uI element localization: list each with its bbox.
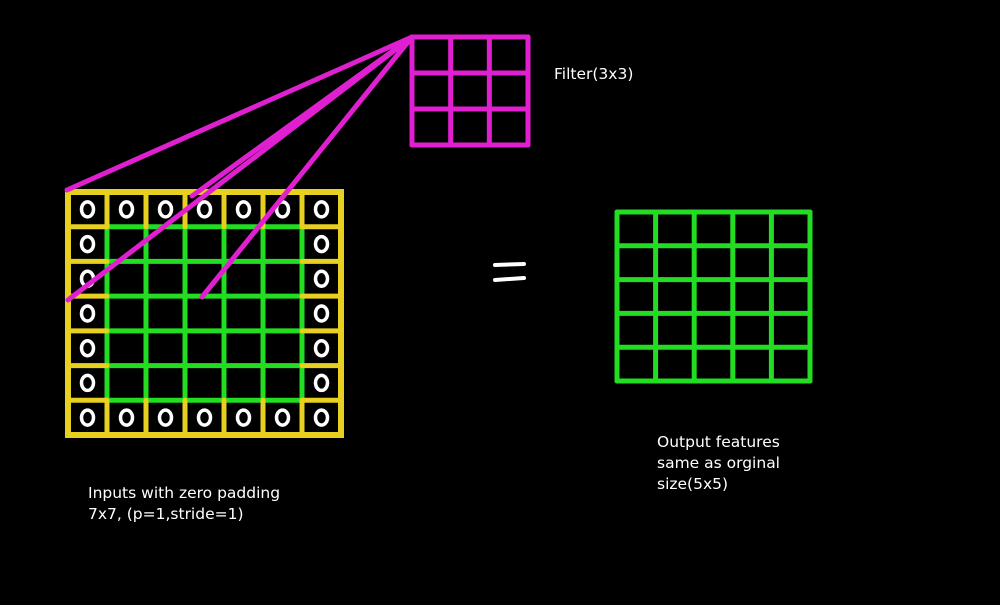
zero-padding-marker — [316, 202, 328, 217]
zero-padding-marker — [121, 410, 133, 425]
zero-padding-marker — [277, 410, 289, 425]
input-grid — [68, 192, 341, 435]
output-label-line-3: size(5x5) — [657, 475, 728, 493]
zero-padding-marker — [82, 237, 94, 252]
zero-padding-marker — [82, 202, 94, 217]
zero-padding-marker — [199, 202, 211, 217]
zero-padding-marker — [238, 202, 250, 217]
zero-padding-marker — [82, 306, 94, 321]
equals-bar-top — [495, 264, 524, 265]
output-label-line-1: Output features — [657, 433, 780, 451]
zero-padding-marker — [316, 410, 328, 425]
equals-bar-bottom — [495, 278, 524, 280]
zero-padding-marker — [121, 202, 133, 217]
zero-padding-marker — [316, 306, 328, 321]
zero-padding-marker — [316, 341, 328, 356]
input-label-line-2: 7x7, (p=1,stride=1) — [88, 505, 244, 523]
zero-padding-marker — [160, 202, 172, 217]
zero-padding-marker — [316, 237, 328, 252]
zero-padding-marker — [160, 410, 172, 425]
zero-padding-marker — [199, 410, 211, 425]
zero-padding-marker — [82, 375, 94, 390]
output-label: Output features same as orginal size(5x5… — [657, 432, 780, 495]
filter-grid — [412, 37, 528, 145]
filter-label: Filter(3x3) — [554, 64, 633, 85]
input-label-line-1: Inputs with zero padding — [88, 484, 280, 502]
output-label-line-2: same as orginal — [657, 454, 780, 472]
input-label: Inputs with zero padding 7x7, (p=1,strid… — [88, 483, 280, 525]
zero-padding-marker — [82, 341, 94, 356]
zero-padding-marker — [82, 410, 94, 425]
equals-sign — [495, 264, 524, 280]
zero-padding-marker — [316, 375, 328, 390]
zero-padding-marker — [238, 410, 250, 425]
output-grid — [617, 212, 810, 381]
zero-padding-marker — [316, 271, 328, 286]
